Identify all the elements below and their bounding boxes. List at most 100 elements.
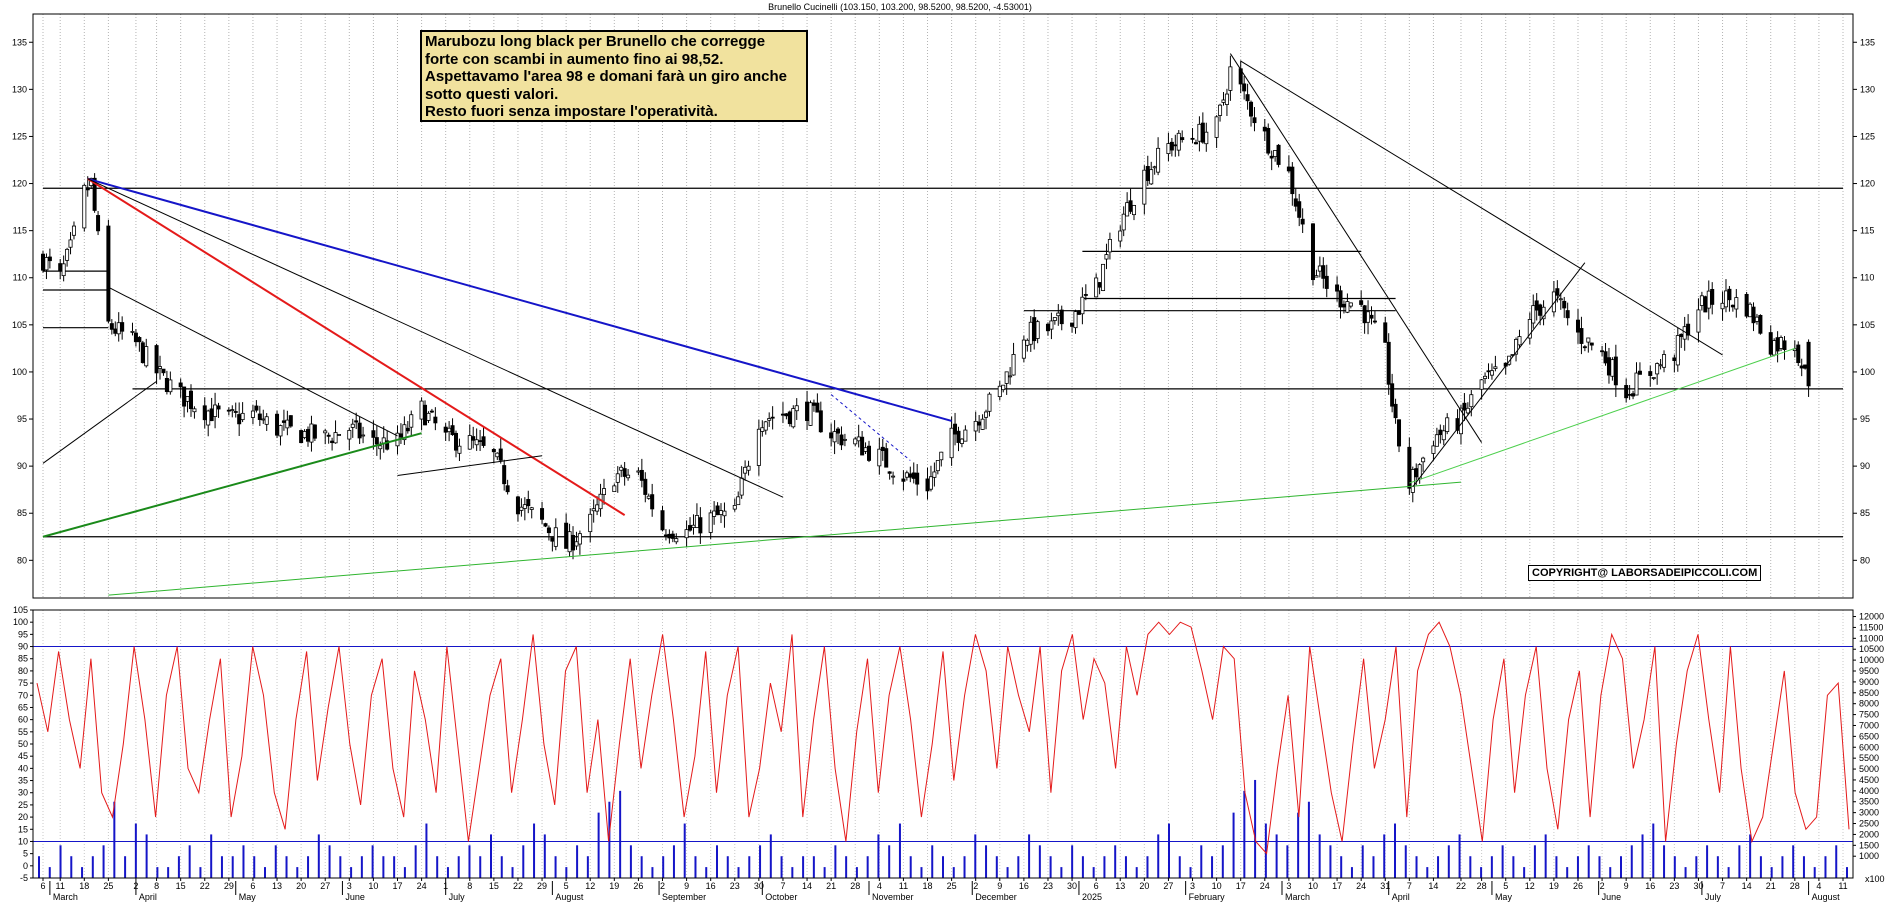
- y-tick-label: 80: [1860, 555, 1870, 565]
- volume-bar: [1189, 867, 1192, 878]
- month-label: April: [139, 892, 157, 902]
- x-tick-label: 14: [1742, 881, 1752, 891]
- candle-body: [474, 439, 479, 446]
- month-label: August: [555, 892, 584, 902]
- candle-body: [550, 537, 555, 542]
- candle-body: [1696, 309, 1701, 333]
- candle-body: [1758, 314, 1763, 334]
- candle-body: [1001, 384, 1006, 391]
- y-tick-label: 135: [1860, 37, 1875, 47]
- candle-body: [288, 415, 293, 427]
- note-box: Marubozu long black per Brunello che cor…: [420, 30, 808, 122]
- date-axis: 6111825281522296132027310172418152229512…: [40, 878, 1848, 902]
- candle-body: [663, 534, 668, 537]
- candle-body: [1603, 351, 1608, 364]
- candle-body: [546, 527, 551, 534]
- candle-body: [505, 485, 510, 493]
- volume-bar: [1318, 834, 1321, 878]
- volume-bar: [1211, 856, 1214, 878]
- candle-body: [756, 428, 761, 466]
- candle-body: [1025, 339, 1030, 346]
- volume-bar: [1404, 845, 1407, 878]
- candle-body: [980, 418, 985, 430]
- volume-bar: [1609, 867, 1612, 878]
- volume-bar: [672, 845, 675, 878]
- candle-body: [1145, 166, 1150, 181]
- volume-bar: [812, 856, 815, 878]
- candle-body: [736, 496, 741, 506]
- volume-bar: [705, 867, 708, 878]
- candle-body: [1056, 312, 1061, 317]
- x-tick-label: 30: [754, 881, 764, 891]
- volume-bar: [1781, 856, 1784, 878]
- volume-tick-label: 10500: [1859, 644, 1884, 654]
- candle-body: [1121, 213, 1126, 231]
- x-tick-label: 6: [250, 881, 255, 891]
- candle-body: [226, 409, 231, 412]
- candle-body: [357, 422, 362, 439]
- candle-body: [698, 517, 703, 534]
- trend-line: [87, 178, 784, 498]
- candle-body: [457, 445, 462, 454]
- trend-line: [108, 286, 398, 437]
- volume-bar: [339, 856, 342, 878]
- candle-body: [1176, 132, 1181, 151]
- volume-bar: [823, 867, 826, 878]
- candle-body: [612, 485, 617, 493]
- candle-body: [1610, 359, 1615, 377]
- upper-panel-frame: [32, 13, 1854, 599]
- candle-body: [1562, 300, 1567, 309]
- volume-tick-label: 6000: [1859, 742, 1879, 752]
- candle-body: [478, 440, 483, 442]
- candle-body: [285, 419, 290, 429]
- candle-body: [794, 405, 799, 412]
- candle-body: [901, 478, 906, 482]
- volume-bar: [1275, 834, 1278, 878]
- x-tick-label: 14: [1428, 881, 1438, 891]
- candle-body: [502, 465, 507, 485]
- candle-body: [1293, 198, 1298, 207]
- candle-body: [1748, 303, 1753, 318]
- candle-body: [1703, 296, 1708, 313]
- candle-body: [591, 508, 596, 512]
- volume-bar: [307, 856, 310, 878]
- candle-body: [601, 488, 606, 496]
- candle-body: [1686, 323, 1691, 336]
- volume-bar: [1307, 801, 1310, 878]
- candle-body: [1190, 137, 1195, 140]
- candle-body: [1799, 365, 1804, 369]
- x-tick-label: 20: [1139, 881, 1149, 891]
- month-label: June: [1602, 892, 1622, 902]
- candle-body: [1434, 434, 1439, 447]
- candle-body: [1028, 321, 1033, 345]
- volume-bar: [716, 845, 718, 878]
- candle-body: [1273, 150, 1278, 157]
- candle-body: [1341, 303, 1346, 308]
- candle-body: [433, 416, 438, 424]
- x-tick-label: 11: [56, 881, 65, 891]
- candle-body: [309, 423, 314, 443]
- x-tick-label: 16: [1019, 881, 1029, 891]
- candle-body: [1465, 407, 1470, 414]
- volume-bar: [1759, 856, 1762, 878]
- x-tick-label: 6: [40, 881, 45, 891]
- volume-bar: [1017, 856, 1020, 878]
- candle-body: [209, 408, 214, 422]
- horizontal-lines: [43, 187, 1843, 538]
- candle-body: [426, 412, 431, 421]
- candle-body: [1575, 319, 1580, 333]
- volume-scale-note: x100: [1865, 874, 1885, 884]
- x-tick-label: 21: [1766, 881, 1776, 891]
- note-line: sotto questi valori.: [425, 85, 559, 103]
- candle-body: [839, 434, 844, 446]
- candle-body: [1070, 322, 1075, 327]
- candle-body: [106, 225, 111, 322]
- candle-body: [829, 432, 834, 439]
- volume-bar: [1049, 856, 1052, 878]
- volume-bar: [1587, 845, 1590, 878]
- x-tick-label: 7: [780, 881, 785, 891]
- candle-body: [770, 416, 775, 419]
- candle-body: [1662, 354, 1667, 368]
- volume-bar: [199, 867, 202, 878]
